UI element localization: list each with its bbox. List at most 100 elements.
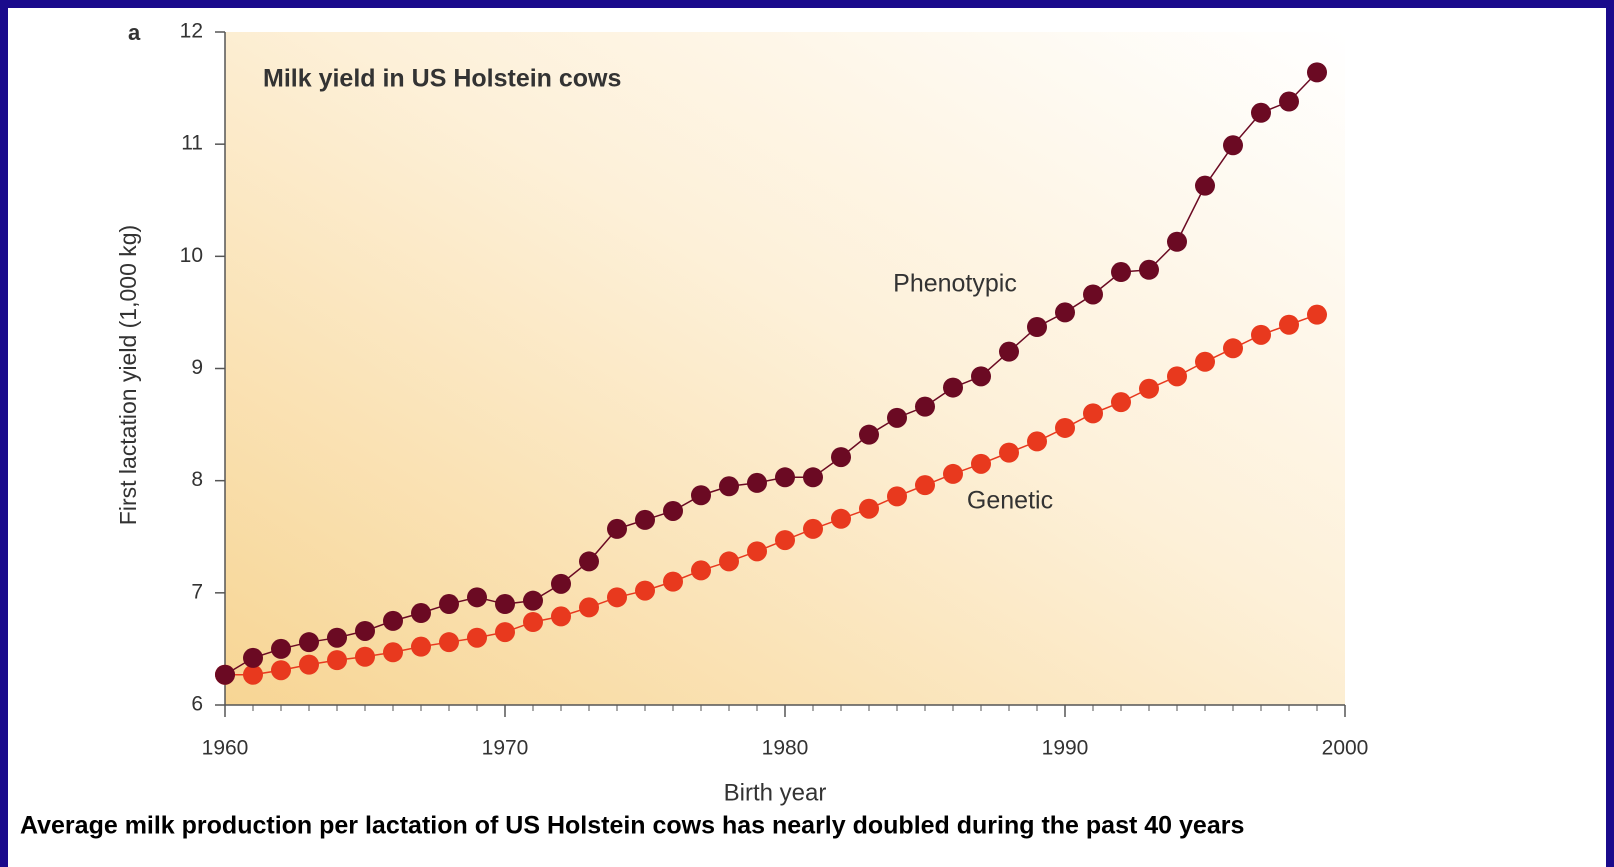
data-point <box>831 447 851 468</box>
data-point <box>635 509 655 530</box>
data-point <box>271 660 291 681</box>
data-point <box>887 407 907 428</box>
data-point <box>1279 91 1299 112</box>
x-tick-label: 1980 <box>762 737 809 760</box>
data-point <box>271 638 291 659</box>
data-point <box>859 424 879 445</box>
data-point <box>327 650 347 671</box>
y-tick-label: 10 <box>180 244 203 267</box>
data-point <box>1195 175 1215 196</box>
series-line <box>224 71 1318 676</box>
data-point <box>803 518 823 539</box>
data-point <box>691 560 711 581</box>
data-point <box>1167 231 1187 252</box>
series-line <box>225 313 1318 676</box>
plot-area <box>225 32 1345 705</box>
data-point <box>383 642 403 663</box>
y-axis-label: First lactation yield (1,000 kg) <box>115 225 141 525</box>
data-point <box>999 341 1019 362</box>
data-point <box>1027 316 1047 337</box>
data-point <box>1279 314 1299 335</box>
y-tick-label: 7 <box>191 580 203 603</box>
data-point <box>691 485 711 506</box>
x-tick-label: 1970 <box>482 737 529 760</box>
y-tick-label: 9 <box>191 356 203 379</box>
data-point <box>1055 302 1075 323</box>
data-point <box>831 508 851 529</box>
data-point <box>915 396 935 417</box>
data-point <box>215 664 235 685</box>
data-point <box>719 476 739 497</box>
data-point <box>551 573 571 594</box>
data-point <box>299 654 319 675</box>
data-point <box>1167 366 1187 387</box>
data-point <box>551 606 571 627</box>
data-point <box>859 498 879 519</box>
data-point <box>1111 392 1131 413</box>
data-point <box>1139 259 1159 280</box>
data-point <box>523 611 543 632</box>
chart-title: Milk yield in US Holstein cows <box>263 65 621 93</box>
data-point <box>467 587 487 608</box>
y-tick-label: 6 <box>191 693 203 716</box>
data-point <box>579 597 599 618</box>
data-point <box>1195 351 1215 372</box>
data-point <box>243 664 263 685</box>
series-label: Genetic <box>967 487 1053 515</box>
data-point <box>887 486 907 507</box>
caption: Average milk production per lactation of… <box>20 812 1244 840</box>
data-point <box>355 646 375 667</box>
data-point <box>1307 304 1327 325</box>
data-point <box>523 590 543 611</box>
data-point <box>355 620 375 641</box>
data-point <box>1223 135 1243 156</box>
data-point <box>411 636 431 657</box>
data-point <box>1307 62 1327 83</box>
data-point <box>943 463 963 484</box>
data-point <box>439 594 459 615</box>
data-point <box>1083 403 1103 424</box>
data-point <box>299 632 319 653</box>
data-point <box>1139 378 1159 399</box>
y-tick-label: 11 <box>181 132 203 155</box>
data-point <box>1027 431 1047 452</box>
data-point <box>439 632 459 653</box>
data-point <box>775 530 795 551</box>
data-point <box>971 453 991 474</box>
y-tick-label: 12 <box>180 20 203 43</box>
y-tick-label: 8 <box>191 468 203 491</box>
x-tick-label: 1960 <box>202 737 249 760</box>
data-point <box>467 627 487 648</box>
data-point <box>971 366 991 387</box>
data-point <box>1111 262 1131 283</box>
data-point <box>495 594 515 615</box>
data-point <box>243 647 263 668</box>
data-point <box>1223 338 1243 359</box>
data-point <box>411 603 431 624</box>
series-label: Phenotypic <box>893 270 1017 298</box>
data-point <box>1251 102 1271 123</box>
data-point <box>747 472 767 493</box>
data-point <box>747 541 767 562</box>
data-point <box>495 622 515 643</box>
x-tick-label: 2000 <box>1322 737 1369 760</box>
data-point <box>943 377 963 398</box>
data-point <box>1083 284 1103 305</box>
data-point <box>999 442 1019 463</box>
data-point <box>775 467 795 488</box>
data-point <box>915 475 935 496</box>
data-point <box>719 551 739 572</box>
panel-label: a <box>128 20 141 45</box>
data-point <box>803 467 823 488</box>
data-point <box>663 571 683 592</box>
data-point <box>1055 417 1075 438</box>
data-point <box>663 500 683 521</box>
data-point <box>327 627 347 648</box>
data-point <box>579 551 599 572</box>
data-point <box>635 580 655 601</box>
x-axis-label: Birth year <box>724 779 827 806</box>
data-point <box>607 518 627 539</box>
data-point <box>1251 324 1271 345</box>
